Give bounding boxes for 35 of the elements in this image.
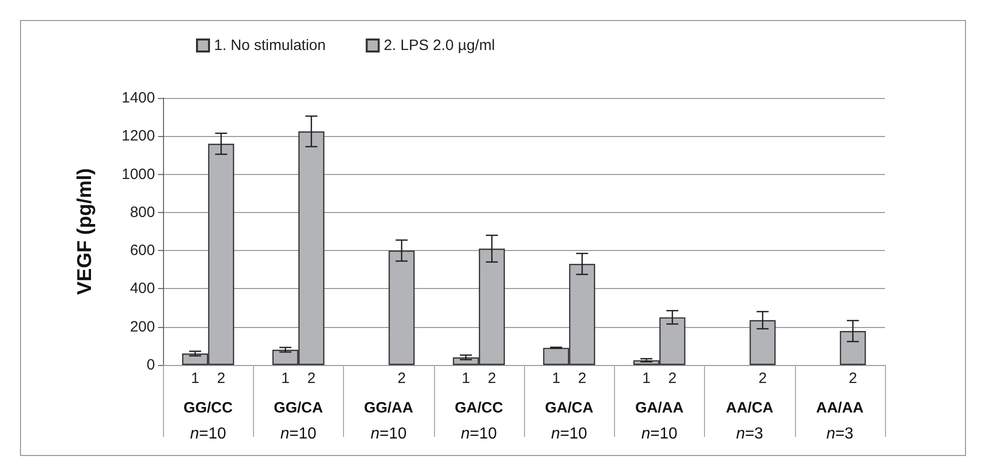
x-tick-label: AA/CA n=3 [726,400,774,442]
legend-label: 1. No stimulation [214,37,326,54]
y-tick-label: 1400 [122,90,155,106]
text: 2 [397,370,406,387]
text: 1 [552,370,560,387]
text: 2 [488,370,496,387]
text: 2 [848,370,858,387]
x-tick-label: GG/AA n=10 [364,400,414,442]
x-tick-label: GG/CC n=10 [184,400,233,442]
text: 1 [642,370,651,387]
bar [388,250,415,365]
x-tick-label: GA/CA n=10 [544,400,594,442]
y-tick-label: 800 [130,204,155,221]
text: 2 [216,370,226,387]
y-axis-title: VEGF (pg/ml) [74,168,96,295]
x-tick-label: GA/CC n=10 [454,400,504,442]
x-tick-label: AA/AA n=3 [816,400,864,442]
text: 1 [462,370,470,387]
x-tick-label: GA/AA n=10 [635,400,684,442]
text: 1 [190,370,200,387]
text: 2 [668,370,677,387]
x-tick-label: GG/CA n=10 [274,400,324,442]
text: 2 [578,370,586,387]
text: 2 [758,370,767,387]
y-tick-label: 0 [146,356,155,374]
y-tick-label: 1200 [122,128,155,145]
text: 2 [307,370,316,387]
y-tick-label: 200 [130,318,155,336]
y-tick-label: 1000 [122,166,155,183]
legend-label: 2. LPS 2.0 µg/ml [384,37,495,54]
bar [840,331,866,365]
bar [750,320,776,365]
text: 1 [281,370,290,387]
y-tick-label: 400 [130,280,155,298]
y-tick-label: 600 [130,242,155,260]
